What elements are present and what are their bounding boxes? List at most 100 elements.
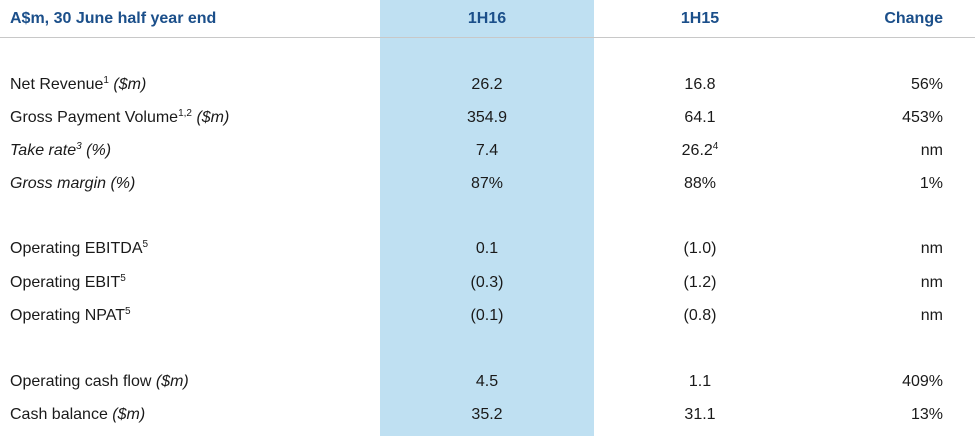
value-cell: (0.8) [600,307,800,325]
label-text: Cash balance [10,406,108,423]
value: 64.1 [684,109,716,126]
label-text: Take rate [10,142,77,159]
row-label-style: Take rate3 (%) [10,141,112,160]
header-col: 1H16 [467,10,507,27]
value-cell: nm [921,274,943,292]
value-cell: 4.5 [380,373,594,391]
row-label-style: Gross margin (%) [10,175,135,192]
row-label: Cash balance ($m) [10,406,145,424]
footnote-ref: 5 [120,273,126,284]
value: 4.5 [475,373,499,390]
value: nm [920,274,943,291]
value: 453% [902,109,943,126]
value: (1.0) [683,240,717,257]
row-label: Operating EBIT5 [10,274,126,292]
value: 31.1 [684,406,716,423]
value: (0.3) [470,274,504,291]
value-cell: 1.1 [600,373,800,391]
value: 26.2 [681,142,713,159]
value: nm [920,307,943,324]
value: 354.9 [466,109,508,126]
label-text: Gross margin (%) [10,175,136,192]
value-cell: 64.1 [600,109,800,127]
value-cell: (0.1) [380,307,594,325]
label-text: Operating EBITDA [10,240,143,257]
column-highlight [380,0,594,436]
value: 56% [910,76,943,93]
table-row: Gross margin (%) 87% 88% 1% [0,175,975,199]
label-text: Operating cash flow [10,373,152,390]
value-cell: 354.9 [380,109,594,127]
value: 1% [919,175,943,192]
row-label: Take rate3 (%) [10,142,111,160]
value-cell: 87% [380,175,594,193]
row-label: Operating EBITDA5 [10,240,148,258]
value: 87% [470,175,504,192]
value-cell: (1.2) [600,274,800,292]
value: 88% [683,175,717,192]
unit: (%) [86,142,112,159]
table-row: Operating cash flow ($m) 4.5 1.1 409% [0,373,975,397]
footnote-ref: 1,2 [178,108,192,119]
header-label: A$m, 30 June half year end [10,10,217,27]
value: 35.2 [471,406,503,423]
label-text: Operating NPAT [10,307,126,324]
value-cell: (0.3) [380,274,594,292]
value-cell: (1.0) [600,240,800,258]
table-row: Cash balance ($m) 35.2 31.1 13% [0,406,975,430]
value: 26.2 [471,76,503,93]
value: 409% [902,373,943,390]
label-text: Operating EBIT [10,274,121,291]
value: nm [920,142,943,159]
footnote-ref: 5 [125,306,131,317]
value-cell: 13% [911,406,943,424]
table-row: Operating EBIT5 (0.3) (1.2) nm [0,274,975,298]
label-text: Net Revenue [10,76,104,93]
table-row: Gross Payment Volume1,2 ($m) 354.9 64.1 453… [0,109,975,133]
value-cell: 7.4 [380,142,594,160]
footnote-ref: 3 [76,141,82,152]
value-cell: 453% [902,109,943,127]
label-text: Gross Payment Volume [10,109,179,126]
value: (1.2) [683,274,717,291]
value-cell: 35.2 [380,406,594,424]
value-cell: 26.2 [380,76,594,94]
value-cell: 26.24 [600,142,800,160]
table-row: Operating NPAT5 (0.1) (0.8) nm [0,307,975,331]
value-cell: 56% [911,76,943,94]
value: 0.1 [475,240,499,257]
row-label: Operating cash flow ($m) [10,373,189,391]
value-cell: 0.1 [380,240,594,258]
header-rule [0,37,975,38]
value: 1.1 [688,373,712,390]
value-cell: 31.1 [600,406,800,424]
unit: ($m) [155,373,189,390]
row-label: Operating NPAT5 [10,307,131,325]
unit: ($m) [196,109,230,126]
value: 13% [910,406,943,423]
table-row: Operating EBITDA5 0.1 (1.0) nm [0,240,975,264]
value-cell: nm [921,142,943,160]
unit: ($m) [113,76,147,93]
value: 7.4 [475,142,499,159]
row-label: Gross Payment Volume1,2 ($m) [10,109,229,127]
row-label: Gross margin (%) [10,175,135,193]
header-col: 1H15 [680,10,720,27]
unit: ($m) [112,406,146,423]
value-cell: 16.8 [600,76,800,94]
value-cell: 1% [920,175,943,193]
value: 16.8 [684,76,716,93]
value-cell: nm [921,240,943,258]
value-cell: nm [921,307,943,325]
value-cell: 88% [600,175,800,193]
value: nm [920,240,943,257]
footnote-ref: 1 [103,75,109,86]
value: (0.8) [683,307,717,324]
footnote-ref: 5 [142,239,149,250]
table-row: Net Revenue1 ($m) 26.2 16.8 56% [0,76,975,100]
value-cell: 409% [902,373,943,391]
footnote-ref: 4 [712,141,719,152]
header-col: Change [884,10,943,27]
table-row: Take rate3 (%) 7.4 26.24 nm [0,142,975,166]
